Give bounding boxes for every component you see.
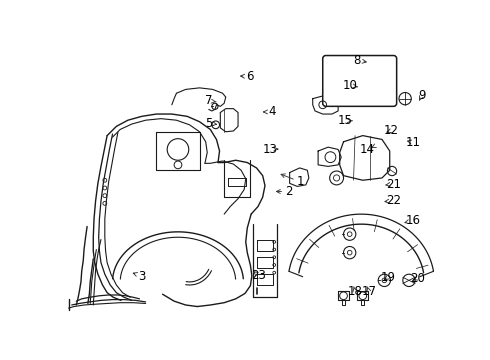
Text: 10: 10	[343, 79, 357, 92]
Text: 21: 21	[386, 177, 401, 190]
Text: 19: 19	[380, 271, 395, 284]
Text: 7: 7	[205, 94, 213, 107]
Text: 20: 20	[410, 272, 424, 285]
Text: 17: 17	[361, 285, 376, 298]
Text: 13: 13	[263, 143, 277, 156]
Text: 9: 9	[418, 89, 425, 102]
Text: 1: 1	[296, 175, 304, 188]
Text: 23: 23	[251, 269, 266, 282]
Text: 22: 22	[386, 194, 401, 207]
Text: 14: 14	[360, 143, 375, 157]
Text: 15: 15	[337, 114, 352, 127]
Text: 3: 3	[138, 270, 146, 283]
Text: 5: 5	[205, 117, 213, 130]
Text: 12: 12	[384, 124, 399, 137]
Text: 11: 11	[406, 136, 421, 149]
Text: 6: 6	[246, 70, 254, 83]
Text: 2: 2	[285, 185, 293, 198]
Text: 4: 4	[268, 105, 276, 118]
Text: 16: 16	[406, 214, 421, 227]
Text: 8: 8	[353, 54, 361, 67]
Text: 18: 18	[347, 285, 362, 298]
FancyBboxPatch shape	[323, 55, 397, 106]
